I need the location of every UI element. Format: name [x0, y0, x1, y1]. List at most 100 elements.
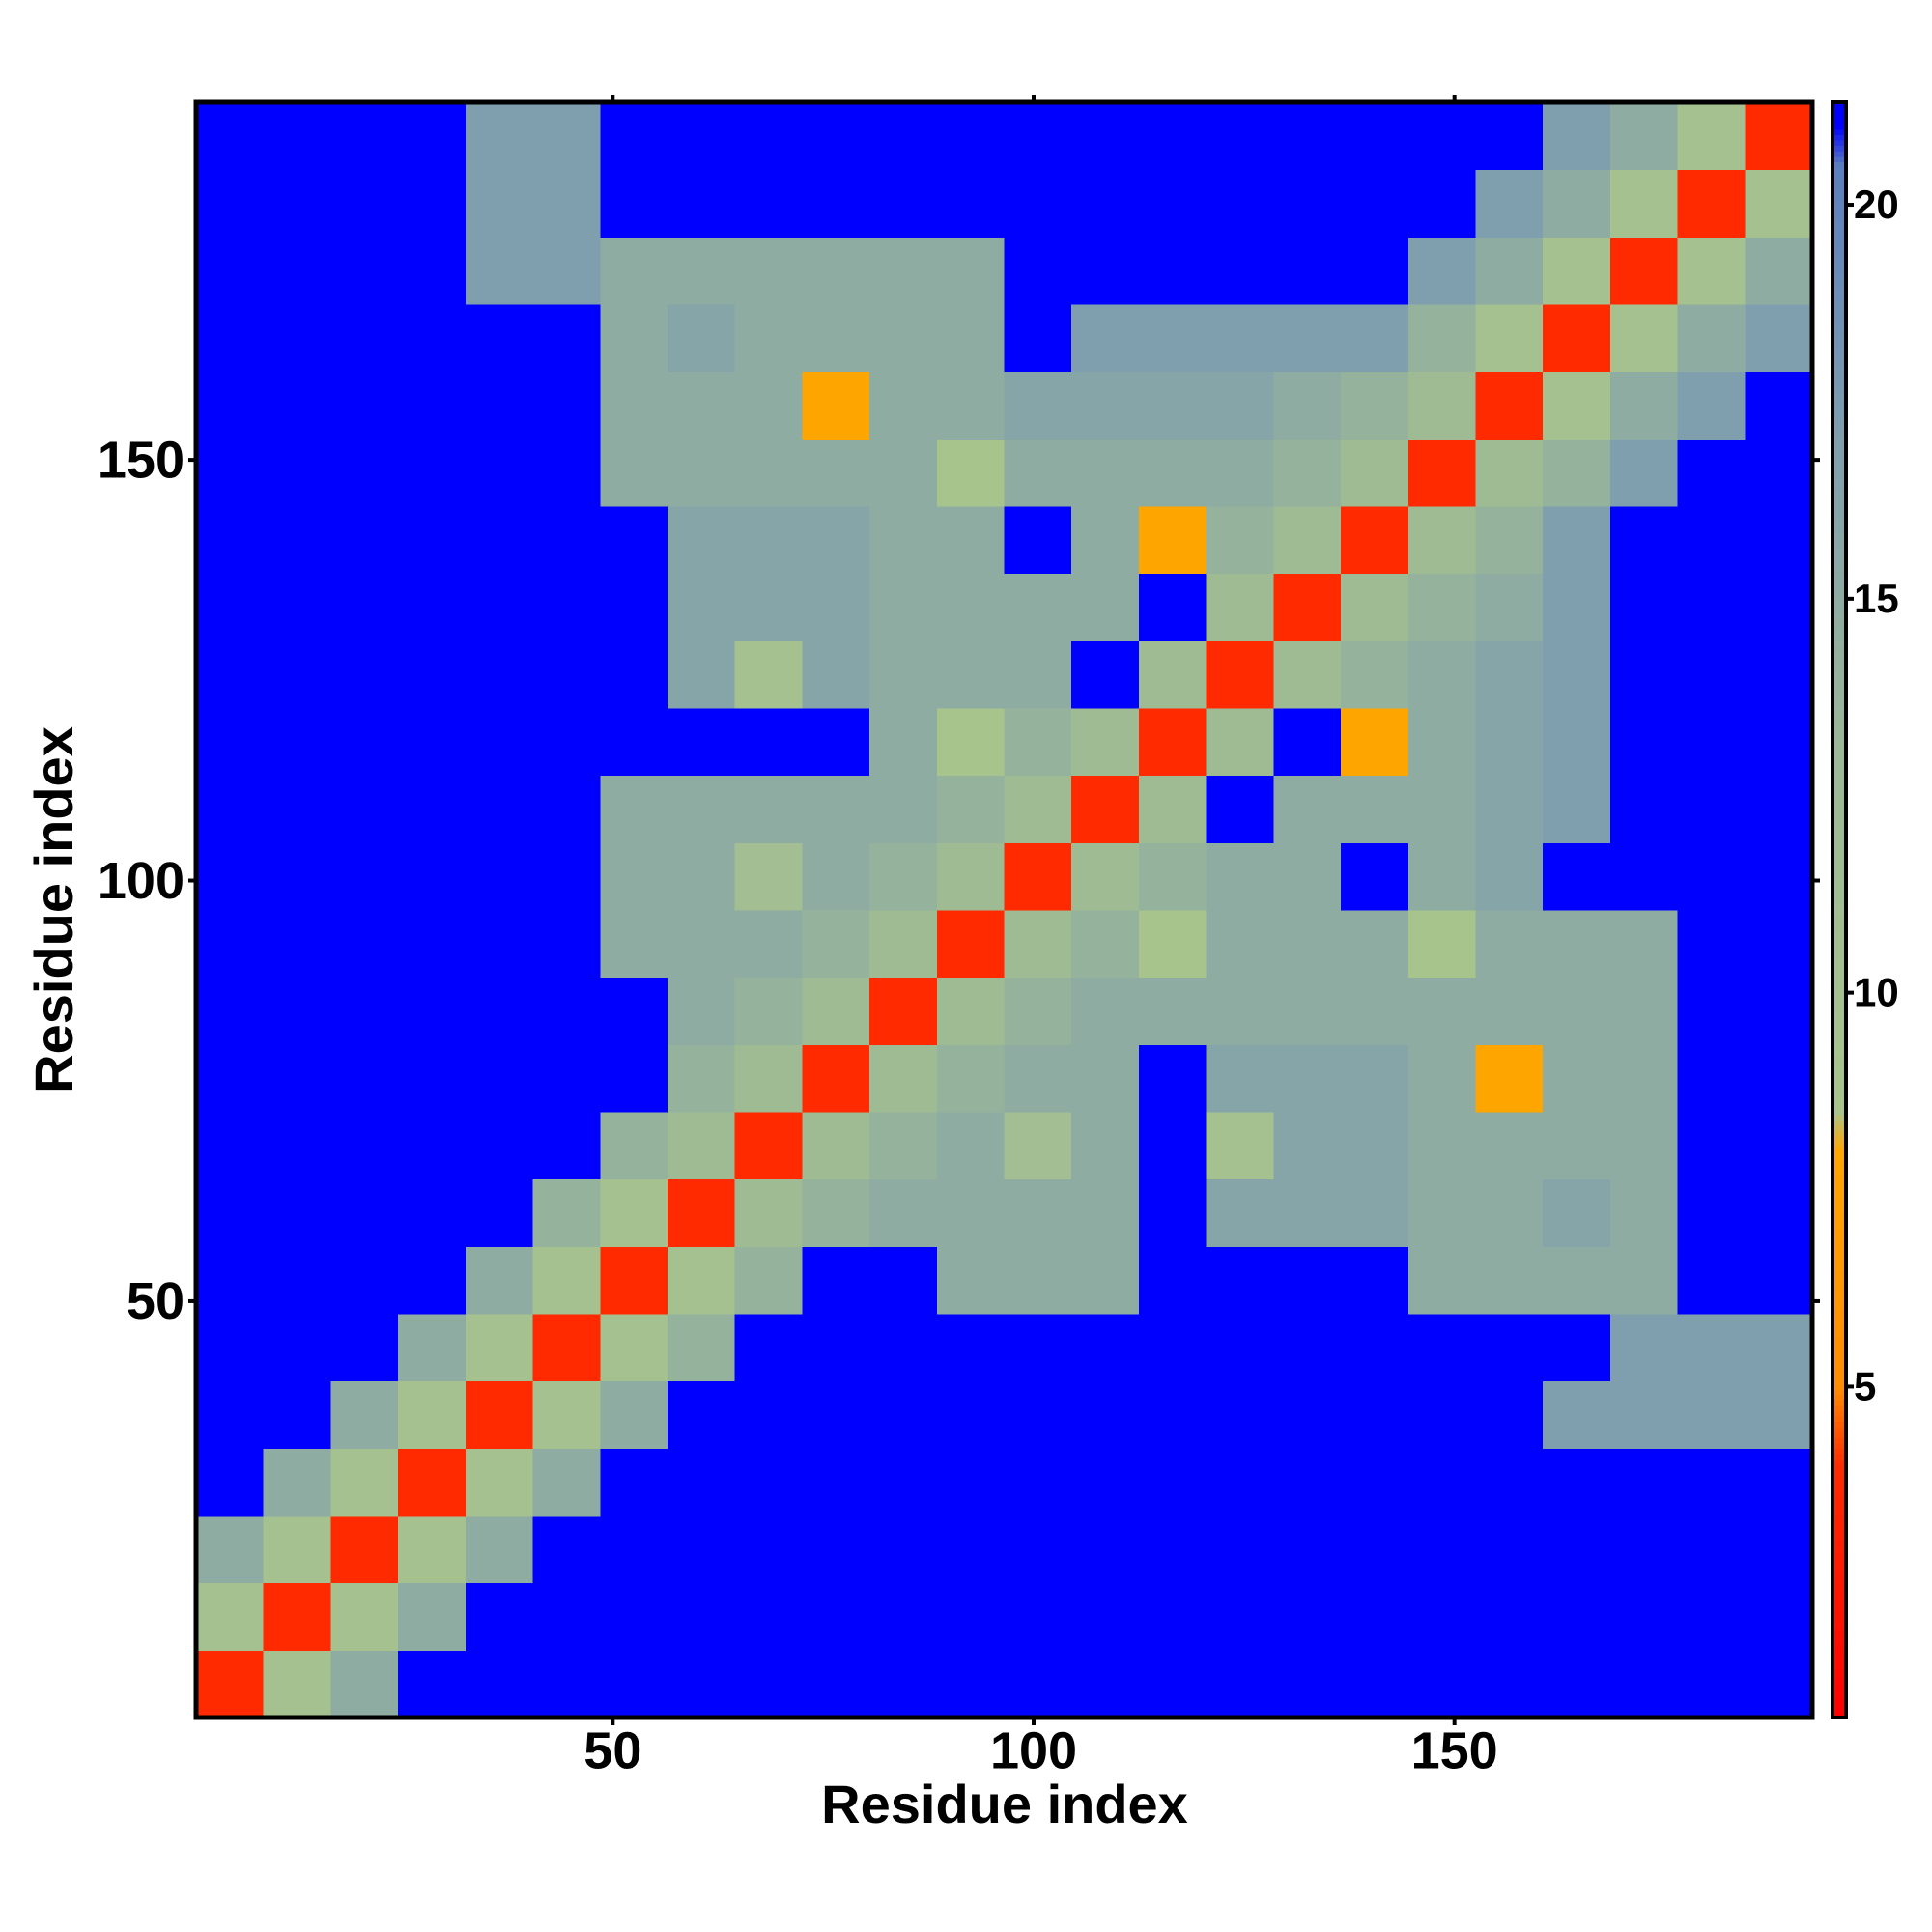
heatmap-cell	[1138, 775, 1208, 843]
colorbar-segment	[1833, 695, 1846, 701]
heatmap-cell	[1071, 506, 1140, 575]
heatmap-cell	[1475, 842, 1544, 911]
heatmap-cell	[1609, 573, 1679, 641]
colorbar-tick-label: 15	[1854, 576, 1899, 621]
heatmap-cell	[1475, 371, 1544, 440]
heatmap-cell	[1745, 708, 1813, 777]
colorbar-segment	[1833, 1367, 1846, 1374]
heatmap-cell	[1407, 506, 1476, 575]
colorbar-segment	[1833, 140, 1846, 147]
heatmap-cell	[1071, 910, 1140, 979]
heatmap-cell	[667, 1246, 736, 1315]
y-axis-title: Residue index	[23, 726, 84, 1094]
colorbar-segment	[1833, 808, 1846, 814]
colorbar-segment	[1833, 441, 1846, 448]
heatmap-cell	[667, 1448, 736, 1517]
colorbar-segment	[1833, 1308, 1846, 1315]
colorbar-segment	[1833, 689, 1846, 696]
heatmap-cell	[734, 1448, 803, 1517]
heatmap-cell	[1609, 1380, 1679, 1449]
heatmap-cell	[263, 1380, 331, 1449]
heatmap-cell	[1206, 1516, 1274, 1584]
heatmap-cell	[1273, 102, 1342, 171]
heatmap-cell	[734, 775, 803, 843]
heatmap-cell	[1407, 169, 1476, 238]
heatmap-cell	[1609, 1516, 1679, 1584]
heatmap-cell	[398, 371, 467, 440]
colorbar-segment	[1833, 1147, 1846, 1153]
heatmap-cell	[802, 1112, 870, 1180]
colorbar-segment	[1833, 657, 1846, 664]
colorbar-tick-label: 20	[1854, 182, 1899, 227]
colorbar-segment	[1833, 1130, 1846, 1137]
heatmap-cell	[1745, 1448, 1813, 1517]
heatmap-cell	[600, 1516, 668, 1584]
colorbar-segment	[1833, 473, 1846, 480]
heatmap-cell	[1543, 1582, 1611, 1651]
colorbar-segment	[1833, 582, 1846, 588]
heatmap-cell	[1273, 977, 1342, 1045]
colorbar-segment	[1833, 1695, 1846, 1702]
heatmap-cell	[1677, 842, 1746, 911]
heatmap-cell	[196, 977, 265, 1045]
colorbar-segment	[1833, 1378, 1846, 1385]
heatmap-cell	[869, 304, 938, 373]
heatmap-cell	[1407, 439, 1476, 507]
heatmap-cell	[1071, 1582, 1140, 1651]
heatmap-cell	[1206, 1582, 1274, 1651]
colorbar-segment	[1833, 1292, 1846, 1298]
colorbar-segment	[1833, 1572, 1846, 1578]
colorbar-segment	[1833, 608, 1846, 615]
heatmap-cell	[1677, 1246, 1746, 1315]
heatmap-cell	[1004, 1582, 1072, 1651]
heatmap-cell	[532, 371, 601, 440]
colorbar-segment	[1833, 1093, 1846, 1099]
heatmap-cell	[1206, 1044, 1274, 1113]
heatmap-cell	[1745, 371, 1813, 440]
heatmap-cell	[734, 1044, 803, 1113]
heatmap-cell	[1341, 573, 1409, 641]
colorbar-segment	[1833, 124, 1846, 130]
heatmap-cell	[1543, 1314, 1611, 1382]
colorbar-segment	[1833, 748, 1846, 754]
colorbar-segment	[1833, 312, 1846, 319]
colorbar-segment	[1833, 1685, 1846, 1691]
heatmap-cell	[1004, 842, 1072, 911]
heatmap-cell	[1677, 1582, 1746, 1651]
heatmap-cell	[1138, 1380, 1208, 1449]
colorbar-segment	[1833, 1383, 1846, 1390]
heatmap-cell	[936, 1314, 1005, 1382]
heatmap-cell	[532, 506, 601, 575]
heatmap-cell	[802, 573, 870, 641]
colorbar-segment	[1833, 1260, 1846, 1266]
heatmap-cell	[1677, 640, 1746, 709]
heatmap-cell	[196, 1650, 265, 1719]
heatmap-cell	[1475, 102, 1544, 171]
colorbar-segment	[1833, 823, 1846, 830]
colorbar-segment	[1833, 1620, 1846, 1627]
heatmap-cell	[1071, 439, 1140, 507]
heatmap-cell	[398, 1516, 467, 1584]
heatmap-cell	[869, 708, 938, 777]
heatmap-cell	[1273, 910, 1342, 979]
colorbar-segment	[1833, 948, 1846, 954]
heatmap-cell	[1407, 1112, 1476, 1180]
colorbar-segment	[1833, 829, 1846, 836]
heatmap-cell	[1475, 1112, 1544, 1180]
colorbar-segment	[1833, 1577, 1846, 1584]
heatmap-cell	[936, 1650, 1005, 1719]
heatmap-cell	[532, 169, 601, 238]
heatmap-cell	[802, 1044, 870, 1113]
heatmap-cell	[869, 1582, 938, 1651]
colorbar-segment	[1833, 1168, 1846, 1175]
colorbar-segment	[1833, 522, 1846, 528]
colorbar-segment	[1833, 1007, 1846, 1013]
heatmap-cell	[1677, 237, 1746, 305]
heatmap-cell	[263, 775, 331, 843]
heatmap-cell	[1745, 1380, 1813, 1449]
colorbar-segment	[1833, 904, 1846, 911]
heatmap-cell	[869, 1448, 938, 1517]
colorbar-segment	[1833, 640, 1846, 647]
colorbar-segment	[1833, 231, 1846, 238]
heatmap-cell	[802, 1516, 870, 1584]
